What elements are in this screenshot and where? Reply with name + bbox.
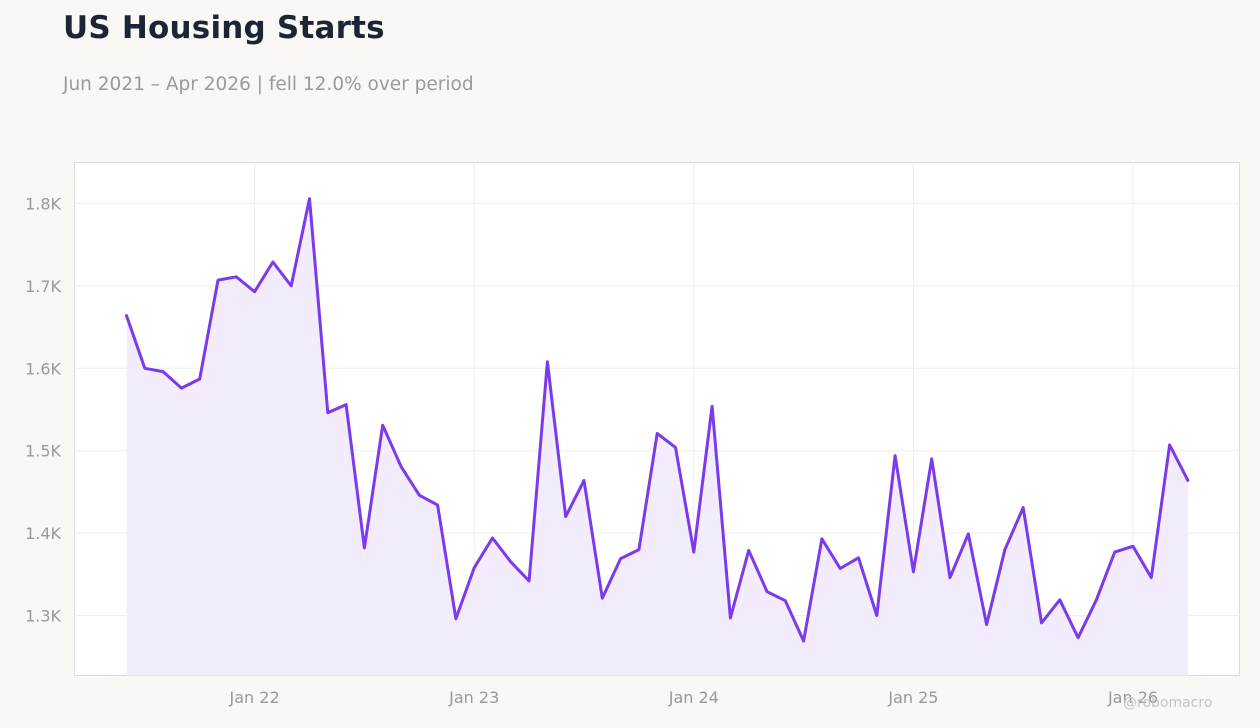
- y-tick-label: 1.6K: [25, 359, 61, 378]
- data-point: [326, 411, 329, 414]
- data-point: [802, 640, 805, 643]
- data-point: [473, 566, 476, 569]
- data-point: [345, 403, 348, 406]
- data-point: [1077, 636, 1080, 639]
- data-point: [857, 556, 860, 559]
- data-point: [363, 546, 366, 549]
- data-point: [1186, 479, 1189, 482]
- data-point: [656, 432, 659, 435]
- data-point: [839, 567, 842, 570]
- data-point: [692, 551, 695, 554]
- x-tick-label: Jan 25: [887, 688, 938, 707]
- y-tick-label: 1.5K: [25, 442, 61, 461]
- x-tick-label: Jan 26: [1107, 688, 1158, 707]
- data-point: [967, 532, 970, 535]
- data-point: [162, 370, 165, 373]
- data-point: [564, 515, 567, 518]
- data-point: [308, 197, 311, 200]
- chart-title: US Housing Starts: [63, 10, 385, 46]
- data-point: [290, 284, 293, 287]
- data-point: [381, 424, 384, 427]
- data-point: [491, 537, 494, 540]
- x-tick-label: Jan 23: [448, 688, 499, 707]
- data-point: [1113, 551, 1116, 554]
- data-point: [1095, 598, 1098, 601]
- data-point: [528, 579, 531, 582]
- data-point: [930, 457, 933, 460]
- data-point: [674, 446, 677, 449]
- data-point: [949, 576, 952, 579]
- data-point: [1022, 506, 1025, 509]
- data-point: [271, 261, 274, 264]
- series-line: [125, 197, 1190, 643]
- data-point: [418, 494, 421, 497]
- data-point: [253, 290, 256, 293]
- data-point: [454, 617, 457, 620]
- data-point: [217, 279, 220, 282]
- data-point: [1168, 443, 1171, 446]
- chart-subtitle: Jun 2021 – Apr 2026 | fell 12.0% over pe…: [63, 74, 474, 95]
- data-point: [583, 479, 586, 482]
- data-point: [125, 314, 128, 317]
- data-point: [637, 548, 640, 551]
- data-point: [1132, 545, 1135, 548]
- x-tick-label: Jan 24: [668, 688, 719, 707]
- data-point: [400, 465, 403, 468]
- y-tick-label: 1.4K: [25, 524, 61, 543]
- y-tick-label: 1.3K: [25, 607, 61, 626]
- data-point: [509, 560, 512, 563]
- data-point: [711, 405, 714, 408]
- data-point: [1040, 621, 1043, 624]
- data-point: [198, 378, 201, 381]
- data-point: [1003, 548, 1006, 551]
- watermark: @robomacro: [1123, 695, 1213, 711]
- data-point: [436, 504, 439, 507]
- data-point: [912, 570, 915, 573]
- data-point: [619, 557, 622, 560]
- y-tick-label: 1.7K: [25, 277, 61, 296]
- data-point: [875, 614, 878, 617]
- data-point: [143, 367, 146, 370]
- data-point: [894, 454, 897, 457]
- data-point: [747, 549, 750, 552]
- data-point: [985, 623, 988, 626]
- x-tick-label: Jan 22: [229, 688, 280, 707]
- data-point: [1150, 576, 1153, 579]
- data-point: [546, 360, 549, 363]
- y-tick-label: 1.8K: [25, 195, 61, 214]
- data-point: [235, 275, 238, 278]
- data-point: [729, 617, 732, 620]
- data-point: [180, 387, 183, 390]
- data-point: [784, 599, 787, 602]
- data-point: [601, 597, 604, 600]
- data-point: [766, 590, 769, 593]
- data-point: [820, 537, 823, 540]
- data-point: [1058, 598, 1061, 601]
